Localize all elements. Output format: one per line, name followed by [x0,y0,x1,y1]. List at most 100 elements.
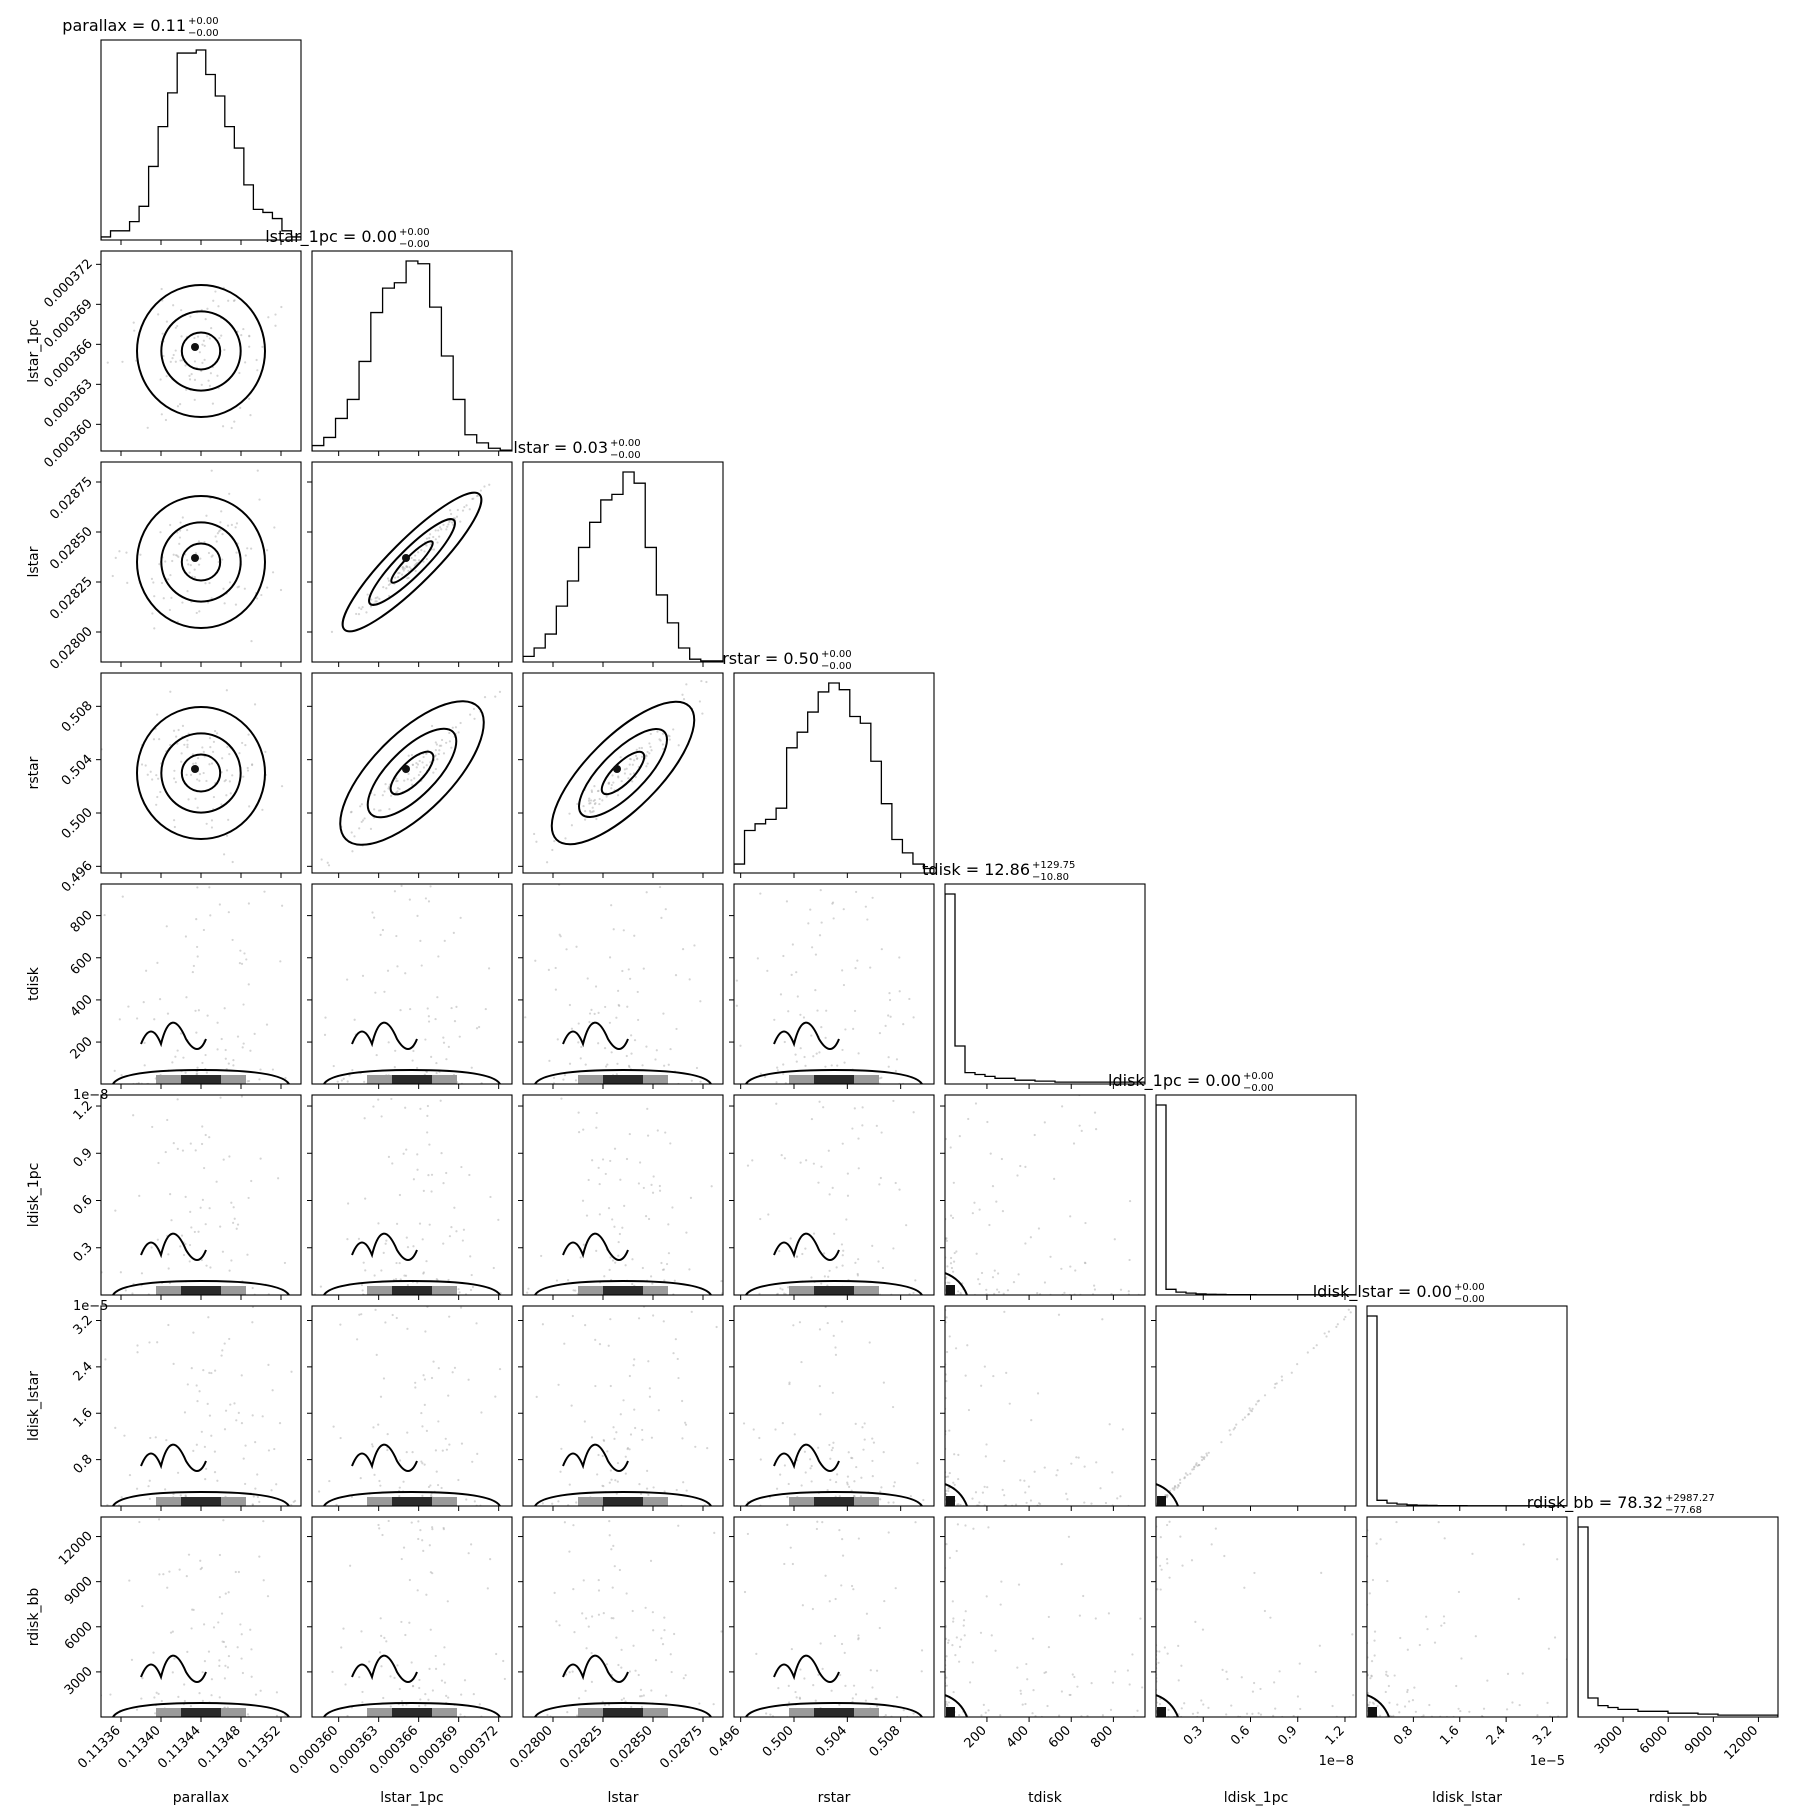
x-tick-label: 0.504 [813,1723,850,1760]
panel-rstar-vs-lstar [518,672,724,878]
panel-frame [100,1516,302,1718]
title-upper-error-ldisk_1pc: +0.00 [1243,1071,1274,1082]
panel-frame [733,672,935,874]
contour-inner [600,750,646,796]
density-peak [603,1497,643,1506]
panel-ldisk_1pc-vs-tdisk [940,1094,1146,1300]
y-axis-label-ldisk_lstar: ldisk_lstar [26,1371,42,1441]
panel-frame [944,1305,1146,1507]
density-peak [181,1075,221,1084]
x-tick-label: 0.6 [1228,1723,1253,1748]
panel-frame [1155,1094,1357,1296]
y-tick-label: 12000 [56,1529,96,1569]
x-axis-label-rdisk_bb: rdisk_bb [1649,1790,1708,1806]
contour-outer [1156,1694,1179,1717]
y-tick-label: 0.504 [59,752,96,789]
contour-upper [351,1654,418,1683]
panel-frame [1366,1305,1568,1507]
x-tick-label: 0.9 [1275,1723,1300,1748]
hist-rdisk_bb [1578,1526,1778,1717]
contour-outer [323,1701,501,1717]
contour-outer [534,1068,712,1084]
contour-upper [562,1021,629,1050]
y-tick-label: 0.496 [59,859,96,896]
x-axis-label-ldisk_1pc: ldisk_1pc [1224,1790,1289,1806]
y-tick-label: 0.3 [71,1240,96,1265]
panel-rdisk_bb-vs-ldisk_lstar: 0.8 1.6 2.4 3.2 [1362,1516,1568,1748]
title-lower-error-tdisk: −10.80 [1032,872,1069,883]
density-peak [1157,1707,1166,1717]
density-peak [392,1497,432,1506]
scatter-points-ldisk_1pc-vs-rstar [746,1099,917,1295]
title-main-parallax: parallax = 0.11 [62,16,186,35]
panel-frame [944,1516,1146,1718]
panel-rdisk_bb-vs-rdisk_bb: rdisk_bb = 78.32 +2987.27−77.68 3000 6000 90… [1527,1493,1779,1763]
y-tick-label: 3.2 [71,1313,96,1338]
scatter-points-ldisk_lstar-vs-parallax [104,1306,297,1506]
title-lower-error-rdisk_bb: −77.68 [1665,1505,1702,1516]
panel-frame [100,1305,302,1507]
x-tick-label: 0.500 [760,1723,797,1760]
contour-outer [323,1279,501,1295]
panel-frame [944,1094,1146,1296]
panel-tdisk-vs-lstar [518,883,724,1089]
title-main-ldisk_lstar: ldisk_lstar = 0.00 [1313,1282,1452,1302]
contour-outer [945,1272,968,1295]
x-tick-label: 600 [1046,1723,1074,1751]
contour-outer [136,495,266,629]
contour-upper [773,1654,840,1683]
y-tick-label: 0.508 [59,699,96,736]
contour-inner [180,331,222,371]
panel-frame [522,883,724,1085]
contour-middle [160,732,242,814]
density-peak [181,1708,221,1717]
density-peak [814,1286,854,1295]
title-upper-error-rdisk_bb: +2987.27 [1665,1493,1715,1504]
title-lstar_1pc: lstar_1pc = 0.00 +0.00−0.00 [265,227,429,250]
panel-frame [522,461,724,663]
contour-upper [140,1654,207,1683]
panel-frame [1155,1305,1357,1507]
density-peak [814,1075,854,1084]
x-tick-label: 3000 [1592,1723,1626,1757]
density-peak [613,765,621,773]
x-tick-label: 0.02850 [607,1723,656,1772]
x-tick-label: 1.6 [1437,1723,1462,1748]
x-axis-label-tdisk: tdisk [1028,1790,1063,1806]
density-peak [603,1708,643,1717]
title-lower-error-lstar: −0.00 [610,450,641,461]
panel-rstar-vs-rstar: rstar = 0.50 +0.00−0.00 [722,649,935,878]
contour-outer [534,1490,712,1506]
title-lstar: lstar = 0.03 +0.00−0.00 [513,438,640,461]
x-tick-label: 2.4 [1484,1723,1509,1748]
title-main-lstar: lstar = 0.03 [513,438,608,457]
panel-ldisk_1pc-vs-lstar [518,1094,724,1300]
y-tick-label: 3000 [62,1664,96,1698]
panel-frame [522,672,724,874]
contour-upper [351,1021,418,1050]
contour-outer [112,1701,290,1717]
scatter-points-tdisk-vs-lstar [524,884,702,1084]
title-upper-error-ldisk_lstar: +0.00 [1454,1282,1485,1293]
panel-tdisk-vs-parallax: 200 400 600 800 [68,883,302,1089]
contour-upper [351,1232,418,1261]
contour-middle [160,310,242,392]
panel-frame [100,672,302,874]
panel-ldisk_lstar-vs-lstar_1pc [307,1305,513,1511]
panel-ldisk_lstar-vs-lstar [518,1305,724,1511]
scatter-points-ldisk_lstar-vs-rstar [735,1306,925,1506]
title-ldisk_1pc: ldisk_1pc = 0.00 +0.00−0.00 [1108,1071,1274,1094]
contour-outer [136,284,266,418]
contour-upper [140,1443,207,1472]
panel-ldisk_1pc-vs-ldisk_1pc: ldisk_1pc = 0.00 +0.00−0.00 [1108,1071,1357,1300]
title-main-lstar_1pc: lstar_1pc = 0.00 [265,227,397,247]
x-tick-label: 0.3 [1181,1723,1206,1748]
panel-ldisk_1pc-vs-parallax: 0.30.60.91.21e−8 [71,1088,302,1300]
density-peak [603,1075,643,1084]
panel-frame [100,1094,302,1296]
panel-tdisk-vs-lstar_1pc [307,883,513,1089]
contour-upper [351,1443,418,1472]
title-main-rdisk_bb: rdisk_bb = 78.32 [1527,1493,1663,1513]
